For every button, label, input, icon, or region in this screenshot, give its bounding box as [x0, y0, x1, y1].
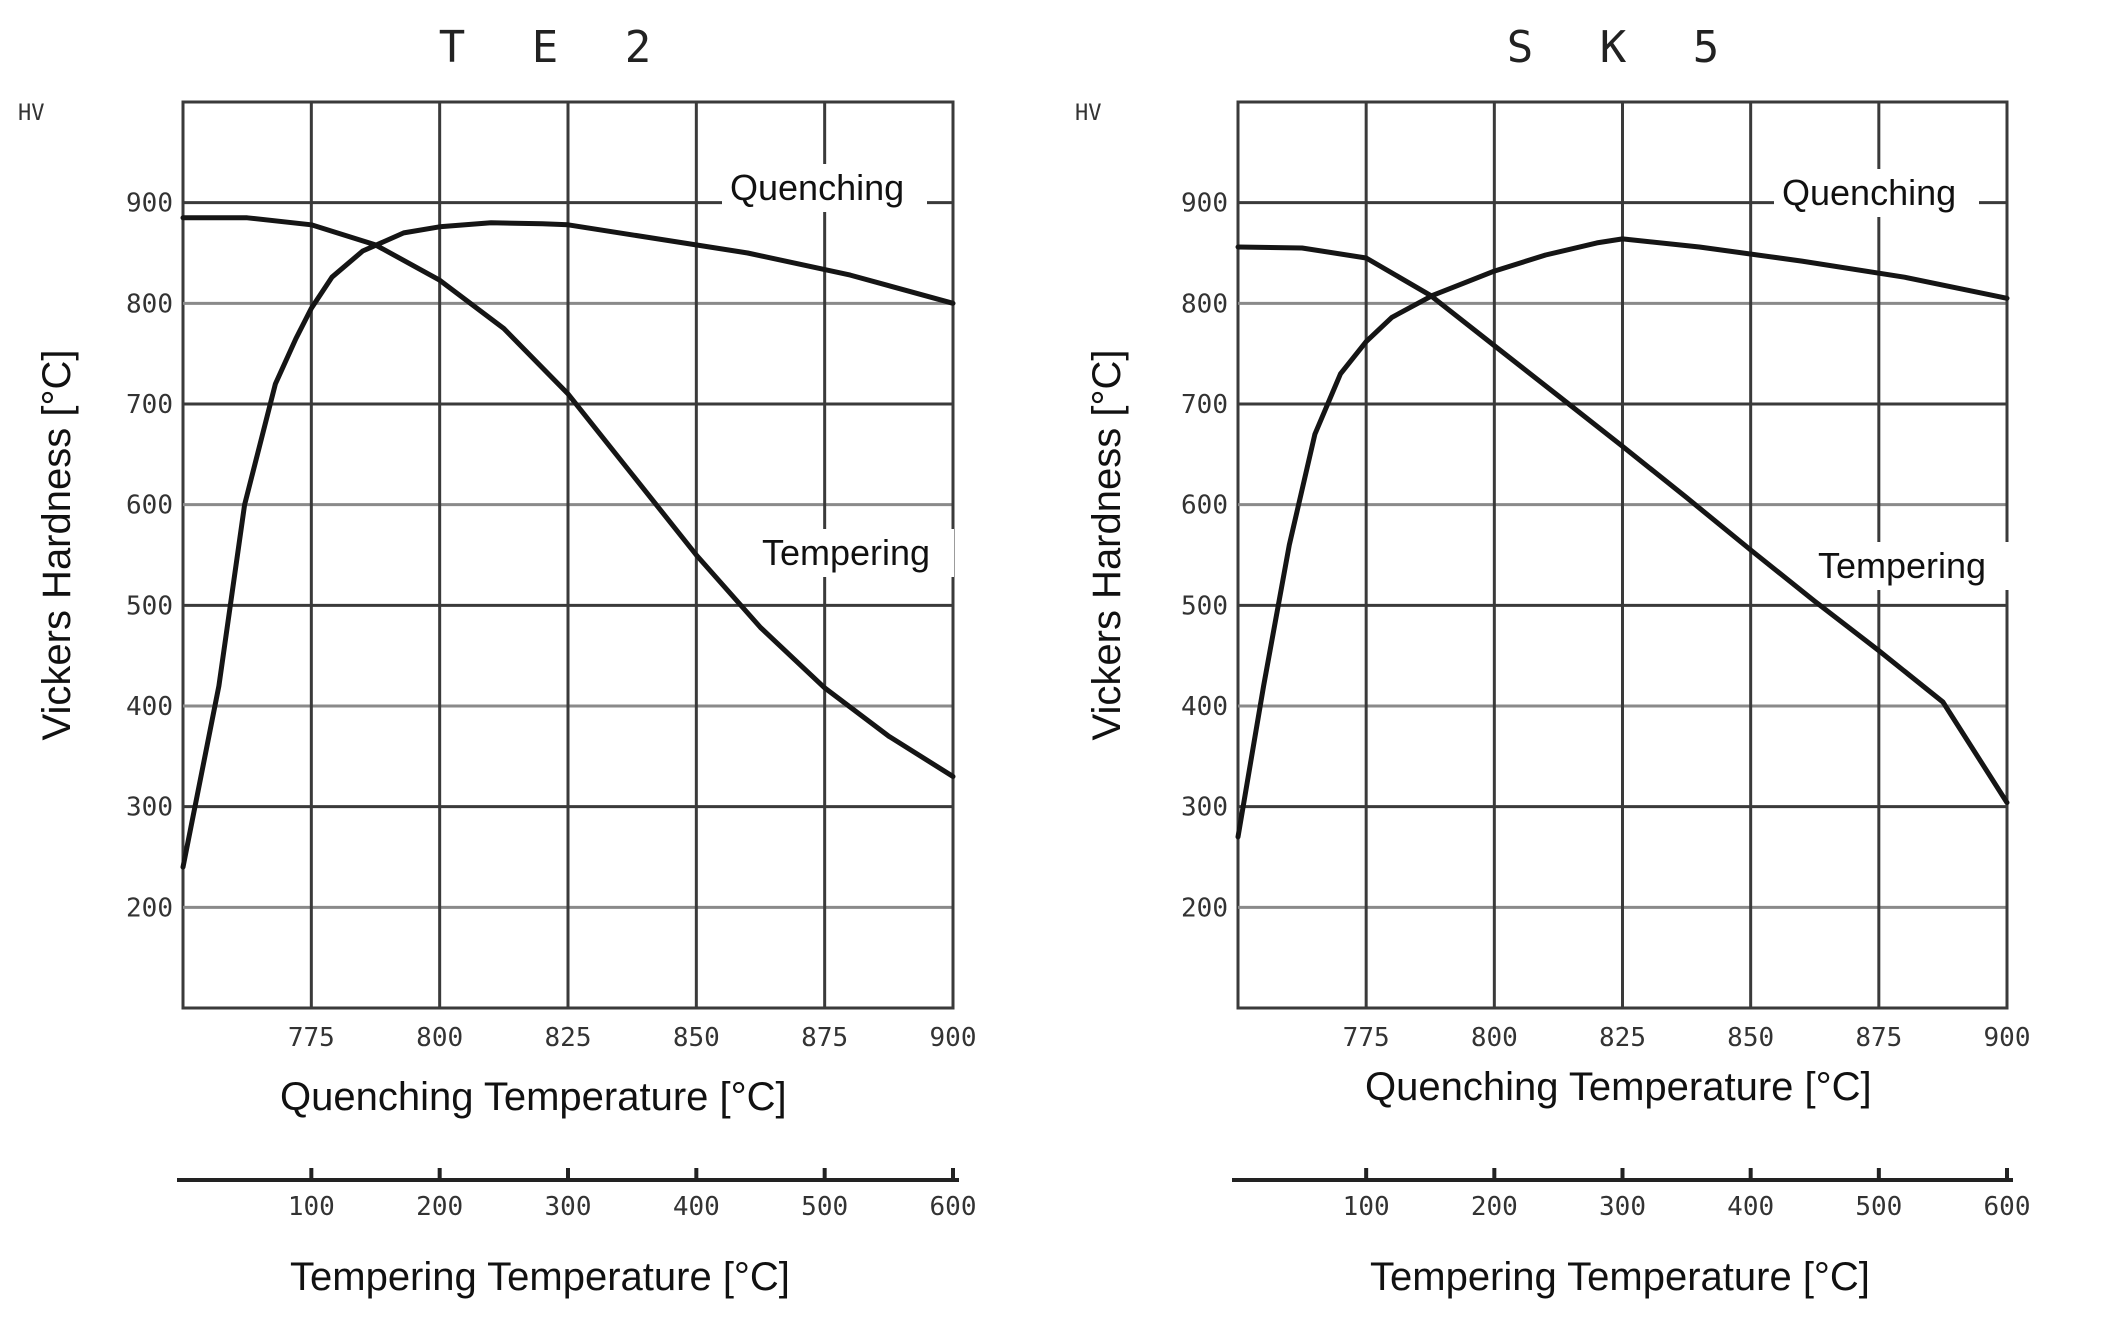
chart-panel-1: T E 2 900 800 700 600 500 400 300 200 HV 775 800 825… — [18, 22, 976, 1299]
chart-panel-2: S K 5 900 800 700 600 500 400 300 200 HV 775 800 825… — [1075, 22, 2030, 1299]
quench-tick-label: 825 — [1599, 1023, 1646, 1053]
temper-tick-label: 400 — [1727, 1192, 1774, 1222]
temper-tick-label: 600 — [1984, 1192, 2031, 1222]
chart-title: S K 5 — [1507, 22, 1739, 73]
y-tick-label: 400 — [126, 692, 173, 722]
quench-tick-label: 875 — [801, 1023, 848, 1053]
y-tick-label: 900 — [1181, 189, 1228, 219]
y-tick-label: 600 — [1181, 491, 1228, 521]
y-tick-label: 600 — [126, 491, 173, 521]
y-tick-label: 500 — [1181, 591, 1228, 621]
series-label-tempering: Tempering — [762, 532, 930, 573]
series-line-quenching — [180, 220, 956, 870]
temper-tick-label: 200 — [1471, 1192, 1518, 1222]
temper-tick-label: 100 — [288, 1192, 335, 1222]
y-unit-label: HV — [18, 101, 45, 126]
quench-tick-label: 900 — [1984, 1023, 2031, 1053]
quench-axis-label: Quenching Temperature [°C] — [1365, 1065, 1872, 1109]
series-label-tempering: Tempering — [1818, 545, 1986, 586]
temper-tick-label: 500 — [801, 1192, 848, 1222]
series-label-bg — [1774, 169, 1979, 217]
series-line-quenching — [1235, 236, 2010, 840]
y-tick-label: 500 — [126, 591, 173, 621]
quench-tick-label: 825 — [545, 1023, 592, 1053]
temper-tick-label: 100 — [1343, 1192, 1390, 1222]
y-tick-label: 700 — [126, 390, 173, 420]
temper-tick-label: 600 — [930, 1192, 977, 1222]
series-line-tempering — [180, 215, 956, 779]
temper-axis-label: Tempering Temperature [°C] — [290, 1255, 790, 1299]
series-label-bg — [1810, 542, 2010, 590]
temper-tick-label: 400 — [673, 1192, 720, 1222]
quench-tick-label: 850 — [673, 1023, 720, 1053]
series-line-tempering — [1235, 244, 2010, 806]
y-axis-label: Vickers Hardness [°C] — [1085, 350, 1129, 741]
temper-tick-label: 300 — [1599, 1192, 1646, 1222]
chart-title: T E 2 — [439, 22, 671, 73]
y-tick-label: 200 — [1181, 893, 1228, 923]
quench-tick-label: 850 — [1727, 1023, 1774, 1053]
series-label-quenching: Quenching — [730, 167, 904, 208]
y-tick-label: 800 — [126, 289, 173, 319]
y-unit-label: HV — [1075, 101, 1102, 126]
quench-tick-label: 775 — [288, 1023, 335, 1053]
quench-tick-label: 775 — [1343, 1023, 1390, 1053]
y-tick-label: 200 — [126, 893, 173, 923]
y-tick-label: 800 — [1181, 289, 1228, 319]
y-axis-label: Vickers Hardness [°C] — [35, 350, 79, 741]
temper-tick-label: 300 — [545, 1192, 592, 1222]
temper-tick-label: 500 — [1855, 1192, 1902, 1222]
quench-tick-label: 900 — [930, 1023, 977, 1053]
series-label-bg — [754, 529, 954, 577]
temper-axis-label: Tempering Temperature [°C] — [1370, 1255, 1870, 1299]
quench-tick-label: 800 — [1471, 1023, 1518, 1053]
temper-tick-label: 200 — [416, 1192, 463, 1222]
series-label-bg — [722, 164, 927, 212]
y-tick-label: 400 — [1181, 692, 1228, 722]
y-tick-label: 900 — [126, 189, 173, 219]
quench-tick-label: 875 — [1855, 1023, 1902, 1053]
quench-tick-label: 800 — [416, 1023, 463, 1053]
y-tick-label: 300 — [126, 793, 173, 823]
y-tick-label: 700 — [1181, 390, 1228, 420]
quench-axis-label: Quenching Temperature [°C] — [280, 1075, 787, 1119]
y-tick-label: 300 — [1181, 793, 1228, 823]
series-label-quenching: Quenching — [1782, 172, 1956, 213]
